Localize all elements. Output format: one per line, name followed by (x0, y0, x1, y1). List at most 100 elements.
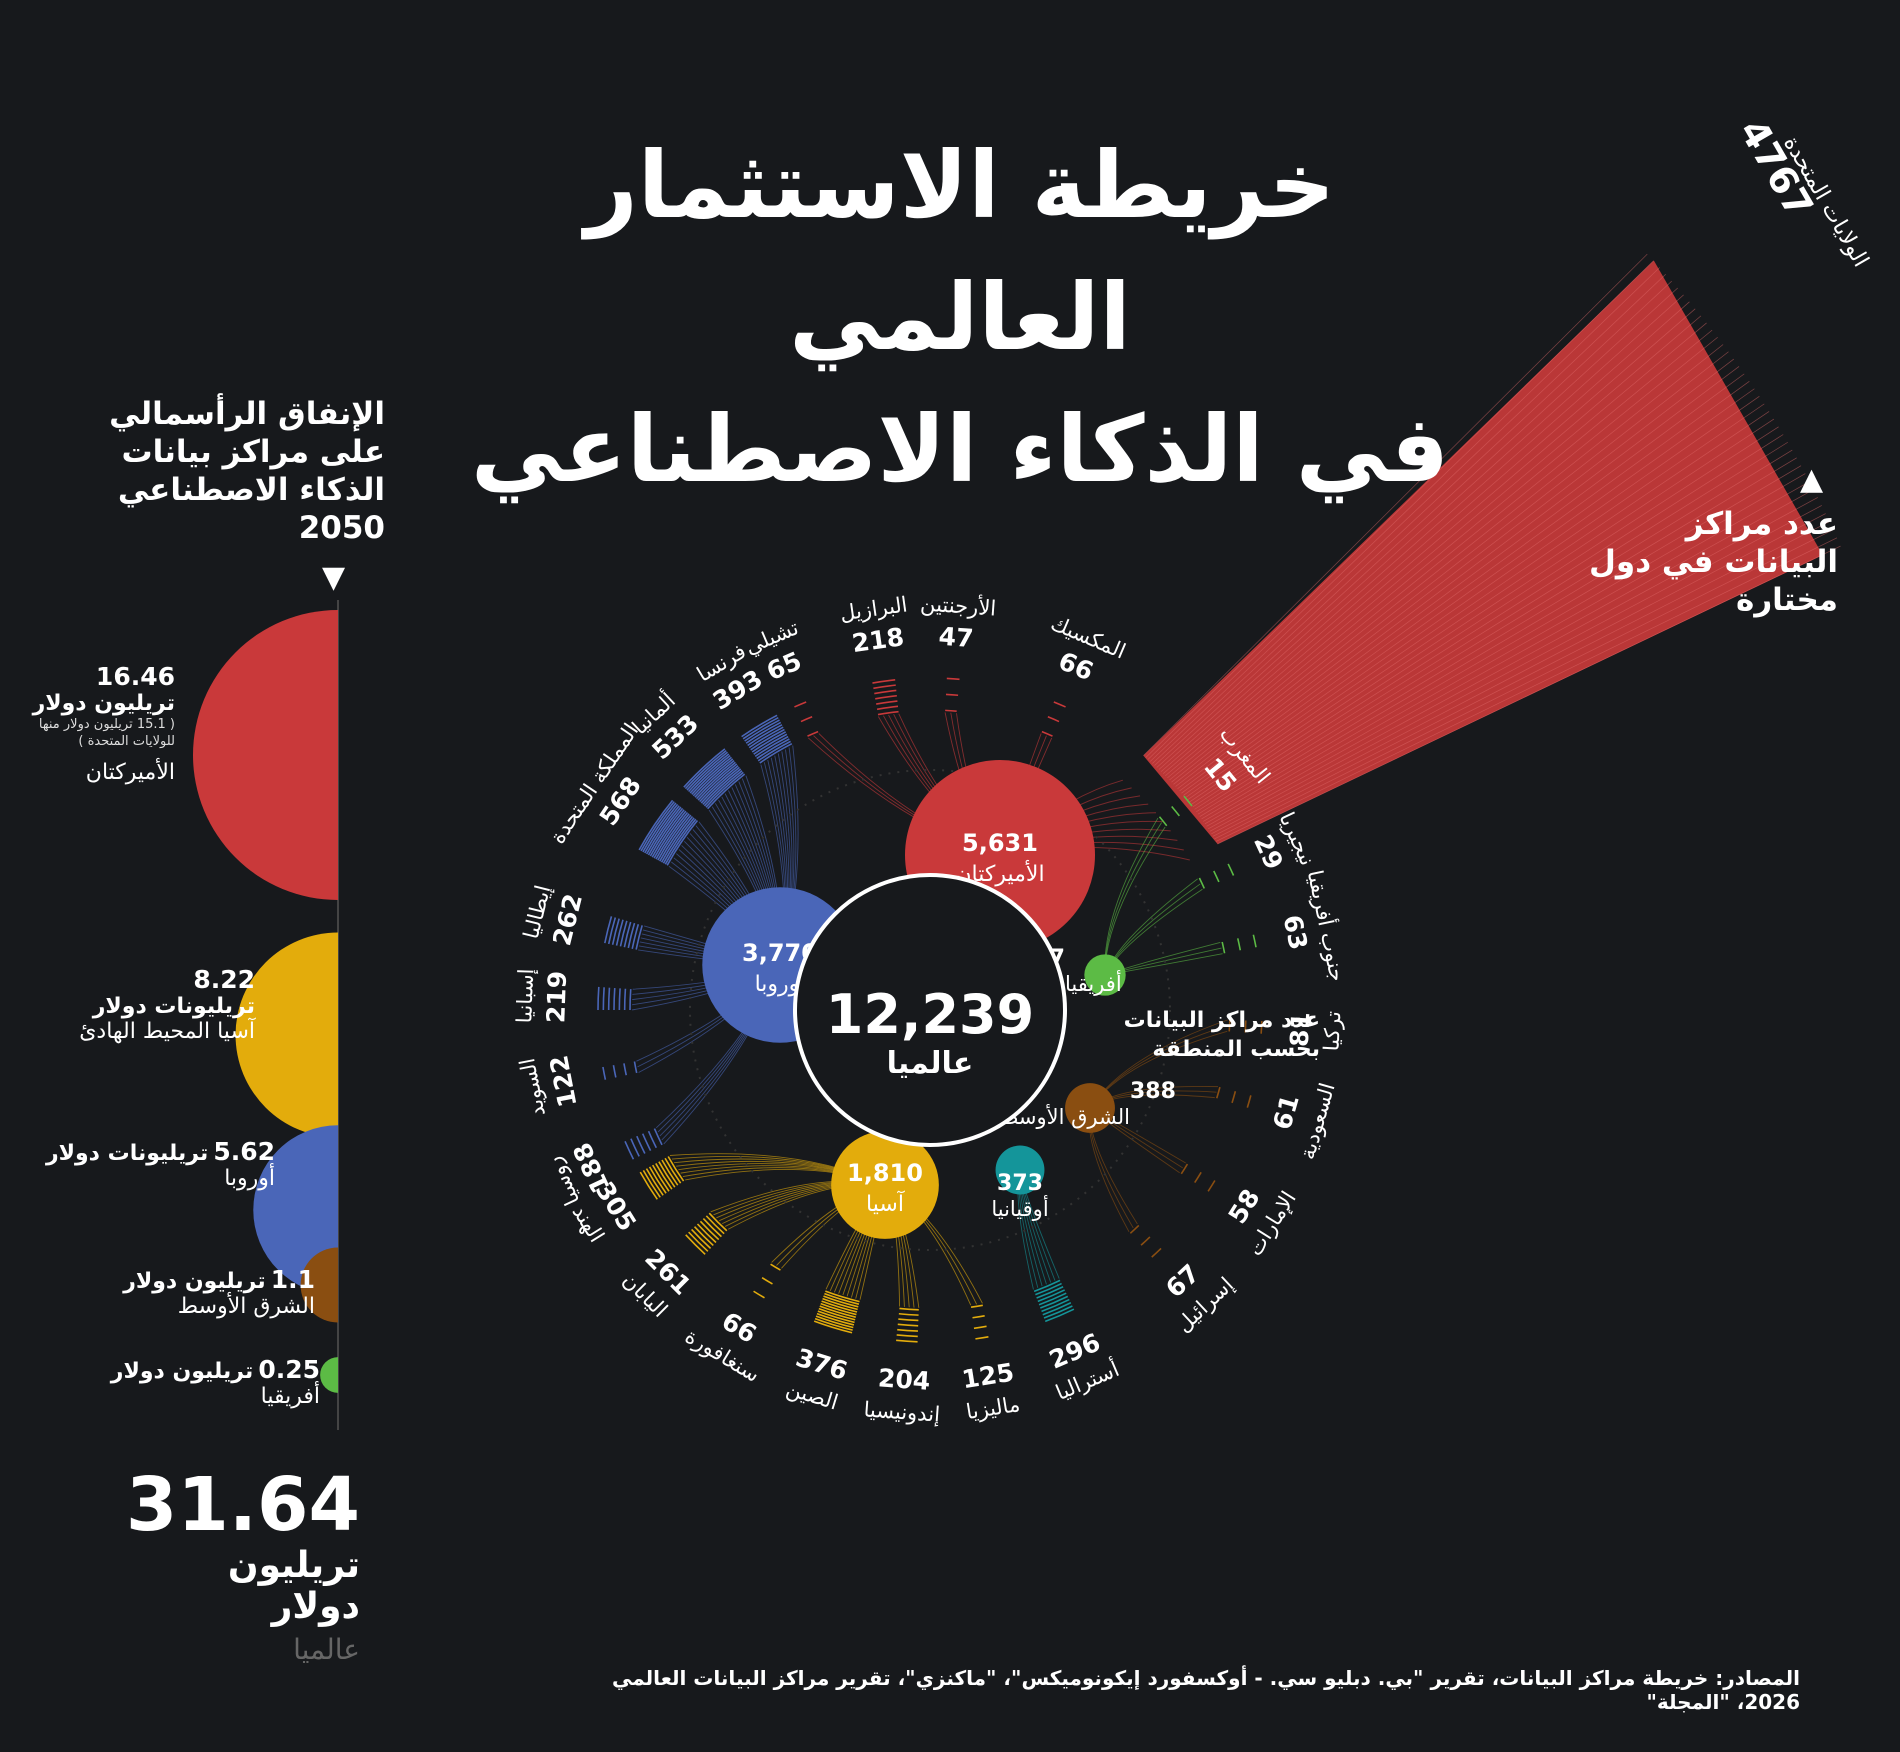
title-line-1: خريطة الاستثمار العالمي (584, 132, 1336, 371)
bar-segment (1260, 1020, 1263, 1034)
bar-segment (1140, 1236, 1151, 1246)
bar-segment (633, 1061, 638, 1074)
bar-segment (630, 1138, 640, 1157)
spend-region: الشرق الأوسط (177, 1294, 315, 1319)
bar-segment (638, 799, 674, 851)
bar-line (1162, 315, 1702, 774)
bar-segment (972, 1315, 985, 1319)
bar-line (1204, 481, 1810, 825)
region-value: 388 (1130, 1079, 1176, 1104)
bar-segment (745, 721, 782, 744)
country-value: 29 (1248, 830, 1289, 874)
bar-segment (818, 1307, 856, 1321)
spending-semicircle (253, 1125, 338, 1295)
bar-segment (816, 1312, 855, 1326)
spend-value: 16.46 (95, 662, 175, 691)
link-line (1104, 826, 1166, 976)
country-value: 66 (1054, 646, 1097, 686)
bar-segment (705, 1215, 725, 1235)
bar-line (1175, 358, 1735, 787)
bar-line (1194, 434, 1784, 810)
bar-line (1181, 381, 1750, 794)
spend-region: أوروبا (224, 1166, 275, 1191)
spend-value: 8.22 (193, 965, 255, 994)
bar-segment (624, 1140, 635, 1160)
bar-segment (1228, 1019, 1231, 1032)
country-name: إندونيسيا (863, 1397, 941, 1427)
bar-segment (945, 693, 959, 697)
country-name: الأرجنتين (920, 590, 997, 620)
bar-segment (655, 811, 689, 860)
bar-line (1185, 396, 1760, 799)
global-total-label: عالميا (886, 1046, 974, 1081)
bar-line (1217, 545, 1841, 845)
bar-line (1177, 366, 1740, 790)
bar-segment (898, 1312, 919, 1316)
bar-segment (897, 1328, 918, 1332)
bar-segment (821, 1300, 858, 1313)
bar-segment (1215, 1086, 1221, 1099)
bar-segment (1171, 805, 1180, 817)
country-name: تركيا (1319, 1010, 1345, 1052)
bar-segment (636, 1135, 646, 1154)
bar-segment (607, 917, 617, 945)
bar-segment (1237, 938, 1242, 951)
region-value: 373 (997, 1171, 1043, 1196)
bar-segment (649, 807, 684, 857)
bar-segment (1151, 1247, 1162, 1258)
spend-region: الأميركتان (85, 760, 175, 785)
bar-segment (1213, 870, 1220, 883)
spend-item-africa: 0.25 تريليون دولار أفريقيا (20, 1355, 320, 1409)
bar-segment (1180, 1163, 1189, 1175)
country-counts-note: عدد مراكز البيانات في دول مختارة (1589, 506, 1838, 618)
bar-segment (1246, 1095, 1252, 1108)
bar-segment (822, 1297, 858, 1311)
bar-line (1169, 336, 1718, 781)
region-name: آسيا (866, 1190, 905, 1217)
bar-segment (813, 1320, 853, 1334)
bar-segment (748, 726, 784, 749)
bar-segment (1040, 1295, 1069, 1309)
bar-segment (664, 1157, 682, 1184)
bar-segment (604, 916, 613, 944)
bar-segment (653, 1128, 663, 1146)
bar-segment (635, 925, 643, 950)
bar-line (1186, 403, 1765, 801)
bar-segment (607, 987, 611, 1010)
bar-segment (896, 1334, 918, 1338)
bar-segment (751, 731, 787, 753)
bar-segment (1053, 701, 1066, 708)
bar-segment (648, 1166, 667, 1194)
bar-segment (615, 919, 624, 946)
bar-segment (875, 694, 897, 700)
bar-segment (872, 679, 896, 684)
bar-segment (1244, 1020, 1247, 1033)
region-value: 5,631 (962, 829, 1038, 857)
bar-segment (815, 1315, 854, 1329)
country-name: جنوب أفريقيا (1303, 867, 1352, 983)
bar-segment (623, 921, 632, 948)
bar-line (1156, 294, 1684, 768)
bar-segment (629, 989, 632, 1010)
bar-segment (975, 1336, 989, 1340)
orbit-ring (689, 769, 1171, 1251)
bar-segment (683, 748, 726, 788)
spending-semicircle (235, 932, 338, 1138)
spend-region: أفريقيا (260, 1384, 320, 1409)
bar-segment (1183, 795, 1193, 807)
bar-segment (691, 1228, 712, 1249)
bar-segment (754, 735, 789, 758)
bar-line (1171, 344, 1724, 783)
bar-segment (647, 1130, 658, 1149)
country-value: 63 (1278, 912, 1314, 952)
bar-segment (823, 1295, 859, 1308)
total-scope: عالميا (293, 1633, 360, 1666)
bar-line (1215, 537, 1838, 842)
bar-line (1214, 529, 1834, 840)
bar-segment (651, 1164, 670, 1192)
bar-segment (1041, 1298, 1070, 1313)
bar-segment (699, 765, 739, 803)
total-value: 31.64 (125, 1462, 360, 1548)
bar-segment (688, 1231, 709, 1252)
